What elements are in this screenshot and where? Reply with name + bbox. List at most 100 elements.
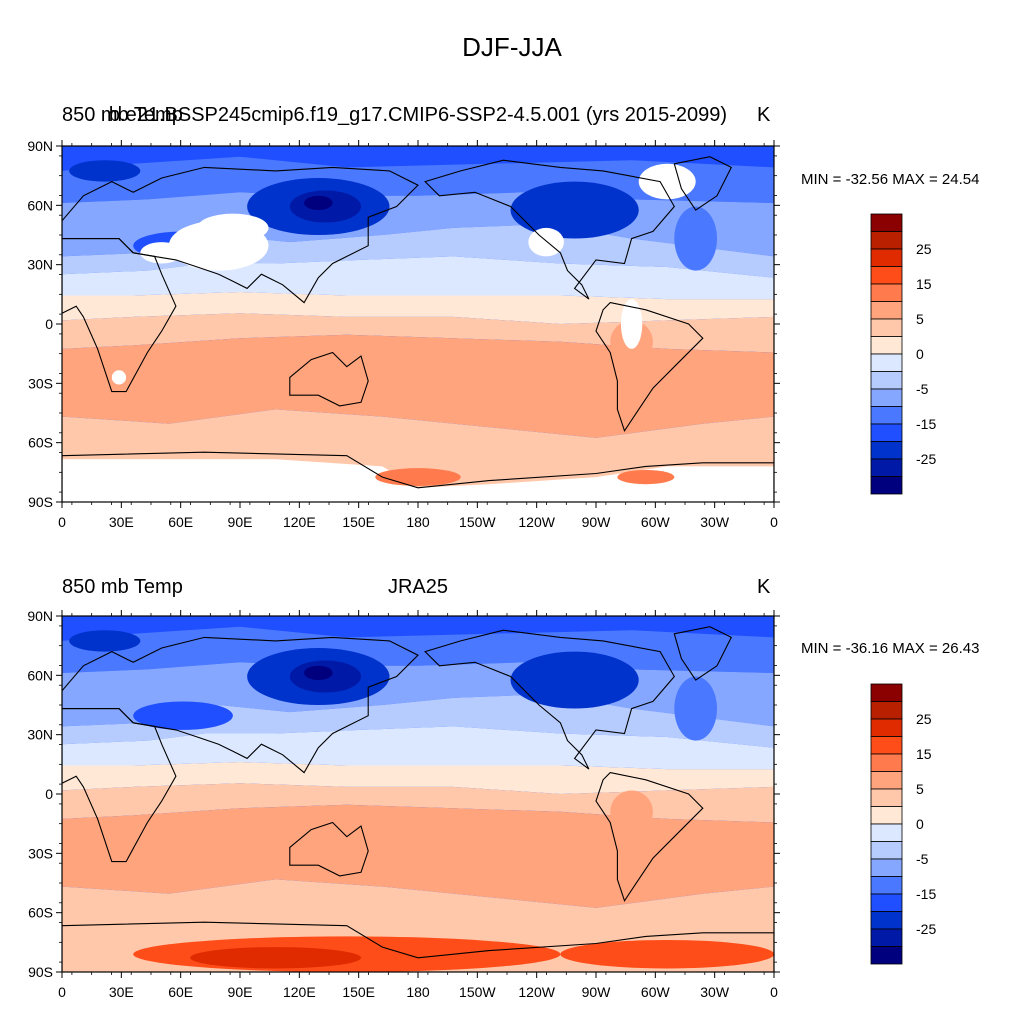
missing-region xyxy=(528,227,564,257)
lat-tick-label: 0 xyxy=(45,786,53,802)
lon-tick-label: 90E xyxy=(228,514,253,530)
colorbar-box xyxy=(870,318,903,337)
colorbar-label: -15 xyxy=(916,886,936,902)
panel1-map: 90N 60N 30N 0 30S 60S 90S 0 30E 60E 90E 120E 150E 180… xyxy=(27,138,780,530)
colorbar-label: 5 xyxy=(916,781,924,797)
colorbar-label: -15 xyxy=(916,416,936,432)
lon-tick-label: 120W xyxy=(518,514,555,530)
lon-tick-label: 120E xyxy=(283,514,316,530)
lon-tick-label: 120E xyxy=(283,984,316,1000)
anomaly-siberia-core xyxy=(304,665,333,681)
anomaly-weddell-sea xyxy=(617,469,675,485)
colorbar-label: -5 xyxy=(916,851,929,867)
lat-tick-label: 0 xyxy=(45,316,53,332)
anomaly-north-atlantic xyxy=(674,206,718,271)
panel2-minmax: MIN = -36.16 MAX = 26.43 xyxy=(801,640,980,657)
anomaly-antarctica-east xyxy=(560,939,774,969)
coast-africa xyxy=(62,708,177,863)
lat-tick-label: 60N xyxy=(27,667,53,683)
colorbar-box xyxy=(870,283,903,302)
lon-tick-label: 30W xyxy=(700,514,730,530)
anomaly-australia xyxy=(300,833,365,869)
lon-tick-label: 150E xyxy=(342,984,375,1000)
anomaly-south-africa xyxy=(86,818,123,855)
lon-tick-label: 0 xyxy=(770,984,778,1000)
colorbar-box xyxy=(870,301,903,320)
anomaly-north-atlantic xyxy=(674,676,718,741)
lat-tick-label: 60N xyxy=(27,197,53,213)
lon-tick-label: 150W xyxy=(459,984,496,1000)
colorbar-box xyxy=(870,266,903,285)
colorbar-box xyxy=(870,476,903,495)
lon-tick-label: 150W xyxy=(459,514,496,530)
coast-north-america xyxy=(424,629,675,770)
missing-region xyxy=(620,299,643,349)
colorbar-box xyxy=(870,788,903,807)
colorbar-box xyxy=(870,441,903,460)
lon-tick-label: 30E xyxy=(109,984,134,1000)
colorbar-box xyxy=(870,753,903,772)
colorbar-box xyxy=(870,231,903,250)
colorbar-box xyxy=(870,371,903,390)
panel1-field xyxy=(62,146,774,502)
coast-greenland xyxy=(673,156,733,211)
anomaly-scandinavia xyxy=(69,160,141,182)
colorbar-label: 5 xyxy=(916,311,924,327)
lat-tick-label: 60S xyxy=(28,905,53,921)
lon-tick-label: 60E xyxy=(168,984,193,1000)
colorbar-label: 25 xyxy=(916,241,932,257)
colorbar-box xyxy=(870,946,903,965)
lat-tick-label: 30N xyxy=(27,257,53,273)
colorbar-label: -25 xyxy=(916,921,936,937)
panel1-colorbar: 25 15 5 0 -5 -15 -25 xyxy=(870,213,936,495)
panel2-map: 90N 60N 30N 0 30S 60S 90S 0 30E 60E 90E 120E 150E 180… xyxy=(27,608,780,1000)
coast-south-america xyxy=(595,772,704,903)
anomaly-central-asia xyxy=(133,701,233,730)
colorbar-box xyxy=(870,213,903,232)
colorbar-box xyxy=(870,771,903,790)
coast-antarctica xyxy=(62,451,774,502)
coast-south-america xyxy=(595,302,704,433)
colorbar-box xyxy=(870,701,903,720)
lon-tick-label: 0 xyxy=(58,984,66,1000)
colorbar-box xyxy=(870,718,903,737)
lat-tick-label: 30S xyxy=(28,845,53,861)
lat-tick-label: 90S xyxy=(28,964,53,980)
anomaly-north-america-outer xyxy=(510,651,639,709)
colorbar-box xyxy=(870,841,903,860)
missing-region xyxy=(197,213,269,243)
panel1-center-title: b.e21.BSSP245cmip6.f19_g17.CMIP6-SSP2-4.… xyxy=(108,104,728,126)
missing-region xyxy=(140,242,184,264)
coast-australia xyxy=(289,821,369,877)
anomaly-scandinavia xyxy=(69,630,141,652)
coast-antarctica xyxy=(62,921,774,972)
anomaly-siberia-core xyxy=(304,195,333,211)
lon-tick-label: 60E xyxy=(168,514,193,530)
lon-tick-label: 180 xyxy=(406,984,430,1000)
panel2-center-title: JRA25 xyxy=(387,576,449,598)
colorbar-box xyxy=(870,683,903,702)
coast-greenland xyxy=(673,626,733,681)
missing-region xyxy=(638,163,696,200)
colorbar-label: 15 xyxy=(916,746,932,762)
panel2-left-title: 850 mb Temp xyxy=(62,576,183,598)
lat-tick-label: 90N xyxy=(27,138,53,154)
lat-tick-label: 90N xyxy=(27,608,53,624)
lat-tick-label: 60S xyxy=(28,435,53,451)
figure-title: DJF-JJA xyxy=(462,32,562,62)
anomaly-ross-sea xyxy=(375,468,461,486)
lon-tick-label: 90W xyxy=(582,514,612,530)
colorbar-box xyxy=(870,928,903,947)
lon-tick-label: 60W xyxy=(641,514,671,530)
lon-tick-label: 60W xyxy=(641,984,671,1000)
colorbar-box xyxy=(870,823,903,842)
panel1-units: K xyxy=(757,104,771,126)
colorbar-box xyxy=(870,388,903,407)
lon-tick-label: 150E xyxy=(342,514,375,530)
lon-tick-label: 0 xyxy=(770,514,778,530)
panel1-minmax: MIN = -32.56 MAX = 24.54 xyxy=(801,171,980,188)
colorbar-box xyxy=(870,423,903,442)
panel2-units: K xyxy=(757,576,771,598)
colorbar-label: 0 xyxy=(916,816,924,832)
colorbar-label: 15 xyxy=(916,276,932,292)
